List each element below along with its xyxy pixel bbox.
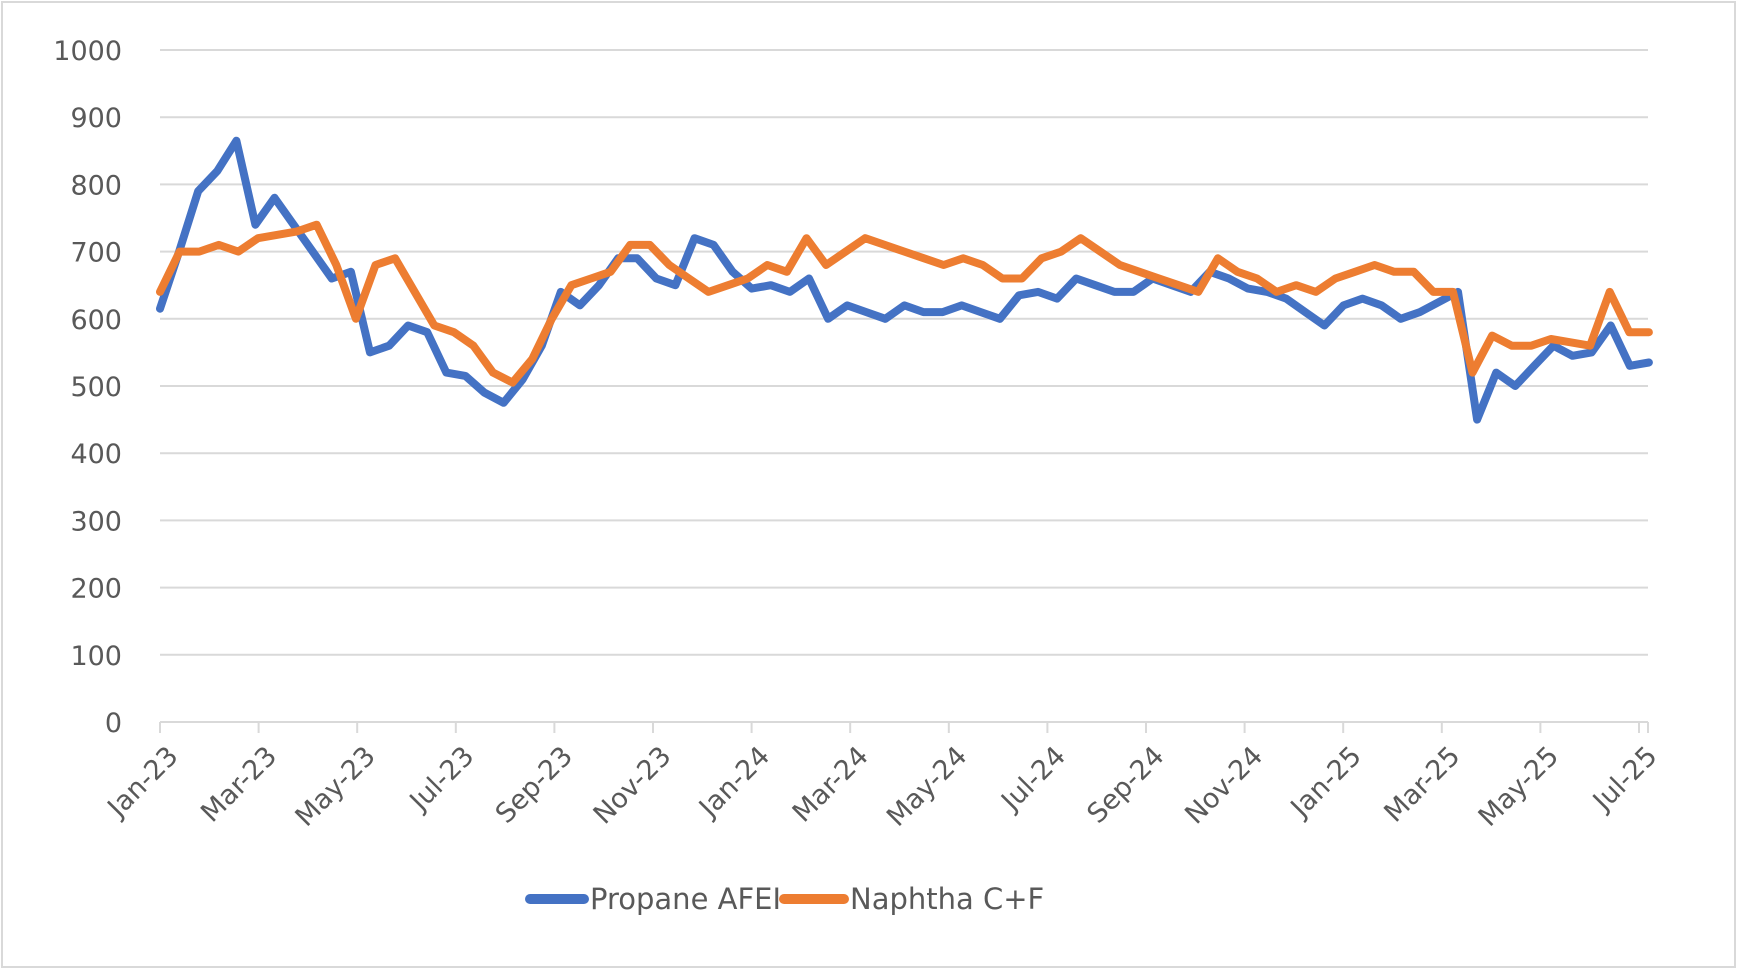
x-tick-label: May-23 [289,741,381,833]
legend: Propane AFEI Naphtha C+F [525,882,1044,916]
x-tick-label: May-25 [1473,741,1565,833]
x-tick-label: Jul-23 [403,741,481,819]
gridlines [160,49,1648,656]
legend-label-naphtha: Naphtha C+F [850,882,1044,916]
x-tick-label: Sep-24 [1081,741,1170,830]
y-tick-label: 300 [70,506,122,537]
x-tick-label: Nov-23 [588,741,678,831]
y-axis-tick-labels: 0 100 200 300 400 500 600 700 800 900 1000 [53,36,122,739]
x-axis-tick-labels: Jan-23 Mar-23 May-23 Jul-23 Sep-23 Nov-23 Jan-… [101,741,1664,833]
x-tick-label: May-24 [881,741,973,833]
x-tick-label: Mar-25 [1378,741,1466,829]
series-line-propane [156,136,1653,424]
series-line-naphtha [156,220,1653,387]
x-tick-label: Jan-24 [692,741,776,825]
y-tick-label: 600 [70,305,122,336]
x-axis [159,721,1649,733]
x-tick-label: Jan-23 [101,741,185,825]
legend-item-naphtha[interactable]: Naphtha C+F [779,882,1044,916]
y-tick-label: 400 [70,439,122,470]
y-tick-label: 1000 [53,36,122,67]
x-tick-label: Mar-23 [195,741,283,829]
x-tick-label: Jul-25 [1586,741,1664,819]
y-tick-label: 100 [70,641,122,672]
y-tick-label: 700 [70,238,122,269]
y-tick-label: 200 [70,574,122,605]
series-lines [156,136,1653,424]
x-tick-label: Sep-23 [490,741,579,830]
x-tick-label: Jan-25 [1284,741,1368,825]
y-tick-label: 500 [70,372,122,403]
x-tick-label: Mar-24 [787,741,875,829]
y-tick-label: 800 [70,170,122,201]
x-tick-label: Nov-24 [1179,741,1269,831]
y-tick-label: 900 [70,103,122,134]
legend-item-propane[interactable]: Propane AFEI [525,882,781,916]
legend-label-propane: Propane AFEI [590,882,781,916]
y-tick-label: 0 [105,708,122,739]
x-tick-label: Jul-24 [994,741,1072,819]
